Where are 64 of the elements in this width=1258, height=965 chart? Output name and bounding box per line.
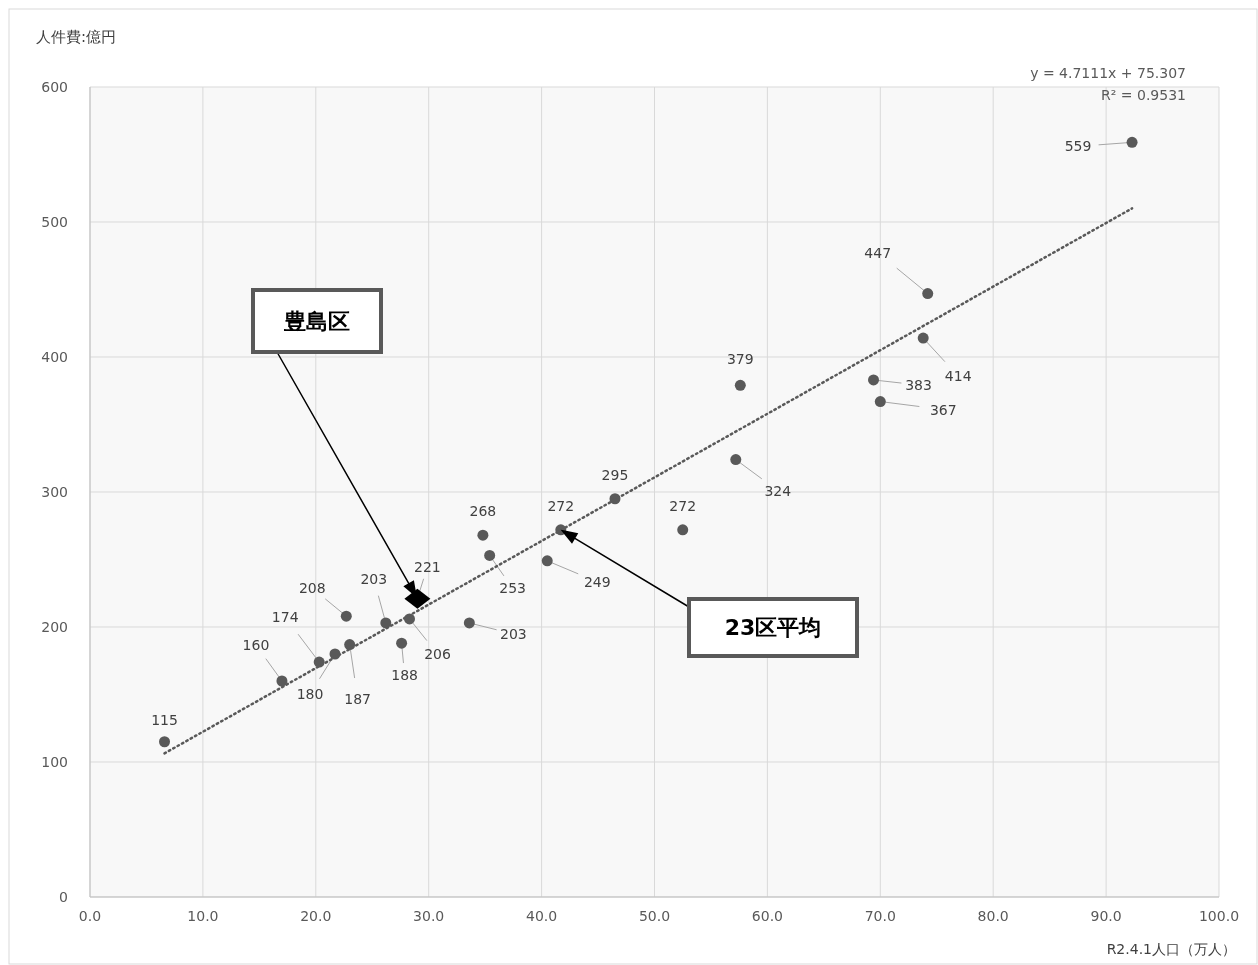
data-label: 203 <box>499 625 527 642</box>
y-tick-label: 600 <box>41 79 68 95</box>
point <box>868 374 880 386</box>
x-tick-label: 50.0 <box>638 908 671 924</box>
data-label: 180 <box>296 686 324 702</box>
x-tick-label: 20.0 <box>300 908 332 924</box>
data-label: 249 <box>583 573 611 590</box>
point <box>484 549 496 561</box>
x-tick-label: 90.0 <box>1090 908 1122 924</box>
point <box>730 454 742 466</box>
data-label: 188 <box>391 667 418 684</box>
data-label: 383 <box>905 376 932 393</box>
x-tick-label: 0.0 <box>78 908 102 924</box>
y-tick-label: 100 <box>41 754 68 770</box>
point <box>404 588 431 609</box>
x-tick-label: 30.0 <box>413 908 445 924</box>
point <box>677 524 689 536</box>
data-label: 295 <box>601 466 629 483</box>
x-tick-label: 100.0 <box>1198 908 1240 924</box>
x-tick-label: 70.0 <box>864 908 896 924</box>
data-label: 206 <box>424 645 451 662</box>
point <box>340 610 352 622</box>
y-tick-label: 200 <box>41 619 68 635</box>
point <box>477 529 489 541</box>
x-tick-label: 60.0 <box>751 908 783 924</box>
y-tick-label: 300 <box>41 484 68 500</box>
x-axis-title: R2.4.1人口（万人） <box>1106 941 1236 957</box>
point <box>159 736 171 748</box>
y-tick-label: 0 <box>59 889 68 905</box>
y-tick-label: 400 <box>41 349 68 365</box>
data-label: 268 <box>469 503 497 520</box>
x-tick-label: 10.0 <box>187 908 219 924</box>
data-label: 367 <box>929 401 957 418</box>
y-axis-title: 人件費:億円 <box>36 28 117 46</box>
annotation: R² = 0.9531 <box>1101 87 1186 103</box>
data-label: 272 <box>669 497 697 514</box>
point <box>917 332 929 344</box>
annotation: 23区平均 <box>724 615 822 640</box>
point <box>463 617 475 629</box>
data-label: 324 <box>764 482 792 499</box>
data-label: 379 <box>726 351 754 368</box>
data-label: 187 <box>344 690 372 707</box>
x-tick-label: 40.0 <box>526 908 558 924</box>
point <box>396 637 408 649</box>
point <box>1126 136 1138 148</box>
data-label: 272 <box>547 497 575 514</box>
point <box>874 396 886 408</box>
data-label: 115 <box>151 711 178 728</box>
point <box>541 555 553 567</box>
x-tick-label: 80.0 <box>977 908 1009 924</box>
data-label: 447 <box>864 244 892 261</box>
data-label: 203 <box>360 570 388 587</box>
data-label: 221 <box>414 558 441 575</box>
data-label: 208 <box>298 580 326 597</box>
text: y = 4.7111x + 75.307 <box>1030 65 1186 81</box>
data-label: 160 <box>242 637 270 653</box>
point <box>734 379 746 391</box>
annotation: 豊島区 <box>283 308 350 334</box>
data-label: 559 <box>1064 138 1092 155</box>
data-label: 414 <box>944 368 972 385</box>
y-tick-label: 500 <box>41 214 68 230</box>
data-label: 253 <box>499 580 527 597</box>
data-label: 174 <box>271 609 299 626</box>
point <box>922 288 934 300</box>
